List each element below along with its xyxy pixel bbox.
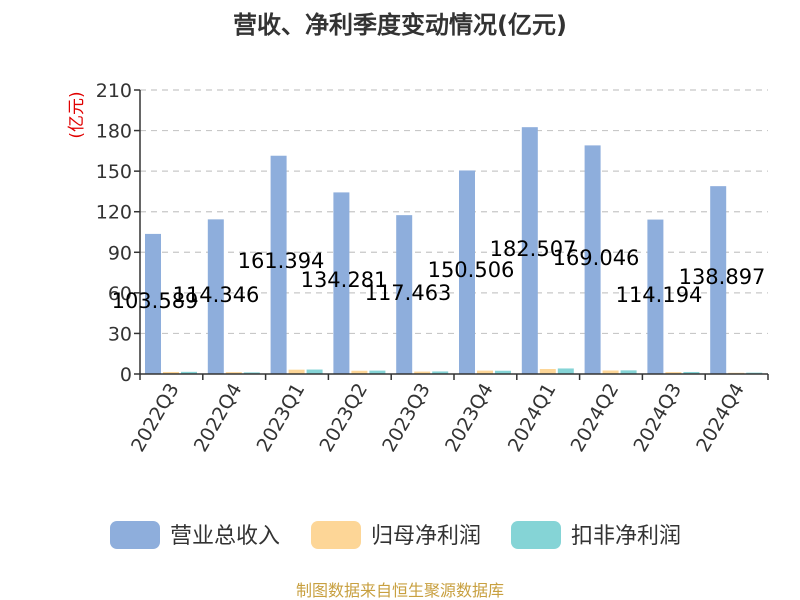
y-axis-unit-label: (亿元) bbox=[67, 91, 87, 138]
y-tick-label: 120 bbox=[96, 202, 132, 224]
y-tick-label: 60 bbox=[108, 283, 132, 305]
value-label: 138.897 bbox=[679, 265, 766, 289]
bar-revenue bbox=[270, 155, 287, 374]
value-label: 103.589 bbox=[112, 289, 199, 313]
bar-deducted-net-profit bbox=[369, 370, 386, 374]
bar-net-profit bbox=[225, 372, 242, 374]
x-tick-label: 2022Q4 bbox=[190, 380, 247, 456]
bars bbox=[145, 127, 763, 375]
grid bbox=[140, 89, 768, 335]
bar-net-profit bbox=[665, 372, 682, 374]
bar-revenue bbox=[333, 192, 350, 374]
legend-swatch bbox=[511, 521, 561, 549]
y-tick-label: 90 bbox=[108, 242, 132, 264]
value-label: 161.394 bbox=[238, 249, 325, 273]
bar-revenue bbox=[710, 186, 727, 374]
legend-item[interactable]: 扣非净利润 bbox=[511, 521, 681, 549]
legend-swatch bbox=[110, 521, 160, 549]
value-label: 134.281 bbox=[301, 268, 388, 292]
x-tick-label: 2022Q3 bbox=[127, 380, 184, 456]
x-tick-label: 2023Q4 bbox=[441, 380, 498, 456]
value-label: 114.194 bbox=[616, 283, 703, 307]
x-tick-label: 2023Q2 bbox=[315, 380, 372, 456]
bar-revenue bbox=[521, 127, 538, 375]
bar-net-profit bbox=[477, 370, 493, 374]
bar-revenue bbox=[145, 233, 161, 374]
x-tick-label: 2023Q3 bbox=[378, 380, 435, 456]
legend[interactable]: 营业总收入 归母净利润 扣非净利润 bbox=[110, 521, 681, 549]
bar-deducted-net-profit bbox=[495, 370, 511, 374]
source-note: 制图数据来自恒生聚源数据库 bbox=[296, 581, 504, 600]
y-tick-label: 150 bbox=[96, 161, 132, 183]
value-label: 117.463 bbox=[365, 281, 452, 305]
bar-net-profit bbox=[539, 368, 556, 374]
legend-label: 归母净利润 bbox=[371, 524, 481, 549]
bar-deducted-net-profit bbox=[181, 371, 197, 374]
y-tick-label: 0 bbox=[120, 364, 132, 386]
y-tick-label: 30 bbox=[108, 323, 132, 345]
bar-revenue bbox=[647, 219, 664, 374]
bar-deducted-net-profit bbox=[620, 370, 637, 374]
bar-deducted-net-profit bbox=[306, 369, 323, 374]
legend-swatch bbox=[311, 521, 361, 549]
x-axis: 2022Q3 2022Q4 2023Q1 2023Q2 2023Q3 2023Q4 2024… bbox=[127, 373, 769, 456]
legend-label: 营业总收入 bbox=[170, 524, 280, 549]
bar-deducted-net-profit bbox=[432, 371, 449, 374]
value-label: 114.346 bbox=[173, 283, 260, 307]
y-tick-label: 210 bbox=[96, 80, 132, 102]
bar-deducted-net-profit bbox=[243, 372, 260, 374]
bar-net-profit bbox=[602, 370, 619, 374]
x-tick-label: 2023Q1 bbox=[253, 380, 310, 456]
bar-net-profit bbox=[351, 370, 368, 374]
x-tick-label: 2024Q4 bbox=[692, 380, 749, 456]
y-tick-label: 180 bbox=[96, 121, 132, 143]
bar-net-profit bbox=[288, 369, 305, 374]
value-label: 150.506 bbox=[428, 258, 515, 282]
legend-item[interactable]: 营业总收入 bbox=[110, 521, 280, 549]
legend-item[interactable]: 归母净利润 bbox=[311, 521, 481, 549]
x-tick-label: 2024Q1 bbox=[504, 380, 561, 456]
bar-net-profit bbox=[163, 371, 179, 374]
legend-label: 扣非净利润 bbox=[571, 524, 681, 549]
bar-revenue bbox=[207, 219, 224, 374]
y-axis: 0 30 60 90 120 150 180 210 bbox=[96, 80, 141, 386]
bar-deducted-net-profit bbox=[683, 371, 700, 374]
bar-revenue bbox=[584, 145, 601, 374]
x-tick-label: 2024Q2 bbox=[567, 380, 624, 456]
bar-revenue bbox=[459, 170, 475, 374]
value-label: 169.046 bbox=[553, 246, 640, 270]
value-label: 182.507 bbox=[490, 237, 577, 261]
bar-net-profit bbox=[414, 371, 431, 374]
chart-title: 营收、净利季度变动情况(亿元) bbox=[233, 11, 567, 39]
bar-deducted-net-profit bbox=[557, 368, 574, 374]
x-tick-label: 2024Q3 bbox=[629, 380, 686, 456]
bar-revenue bbox=[396, 215, 413, 374]
